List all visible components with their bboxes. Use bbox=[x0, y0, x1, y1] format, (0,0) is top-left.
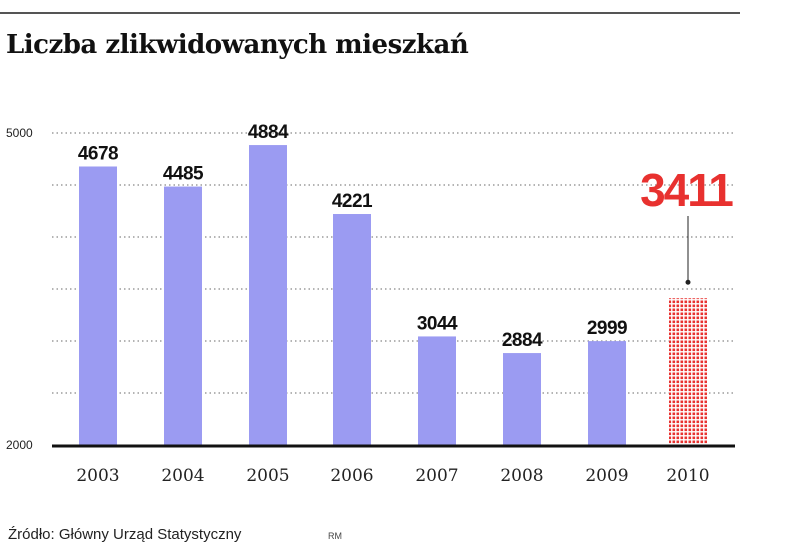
data-label: 4485 bbox=[163, 164, 204, 185]
x-tick-label: 2005 bbox=[246, 466, 289, 486]
data-label: 4884 bbox=[248, 122, 289, 143]
bar bbox=[588, 341, 626, 445]
x-tick-label: 2004 bbox=[161, 466, 204, 486]
bar bbox=[249, 145, 287, 445]
bar-chart: 4678 4485 4884 4221 3044 2884 2999 3411 2000 500… bbox=[6, 122, 735, 486]
bar bbox=[333, 214, 371, 445]
x-tick-label: 2007 bbox=[415, 466, 458, 486]
bar bbox=[418, 336, 456, 445]
y-tick-label: 2000 bbox=[6, 438, 33, 452]
data-label: 2999 bbox=[587, 318, 627, 339]
x-tick-label: 2006 bbox=[330, 466, 373, 486]
x-tick-label: 2010 bbox=[666, 466, 709, 486]
credit-note: RM bbox=[328, 531, 342, 541]
bar bbox=[164, 186, 202, 445]
chart-title: Liczba zlikwidowanych mieszkań bbox=[6, 30, 469, 60]
data-label: 4678 bbox=[78, 143, 118, 164]
x-tick-label: 2008 bbox=[500, 466, 543, 486]
bar-highlight bbox=[669, 298, 707, 445]
bar bbox=[503, 353, 541, 445]
bar bbox=[79, 166, 117, 445]
x-tick-label: 2003 bbox=[76, 466, 119, 486]
data-label: 2884 bbox=[502, 330, 543, 351]
data-label: 3044 bbox=[417, 313, 458, 334]
source-note: Źródło: Główny Urząd Statystyczny bbox=[8, 526, 242, 543]
top-rule bbox=[0, 12, 740, 14]
data-label-highlight: 3411 bbox=[640, 164, 733, 216]
y-tick-label: 5000 bbox=[6, 126, 33, 140]
data-label: 4221 bbox=[332, 191, 373, 212]
x-tick-label: 2009 bbox=[585, 466, 628, 486]
leader-dot bbox=[685, 279, 691, 285]
